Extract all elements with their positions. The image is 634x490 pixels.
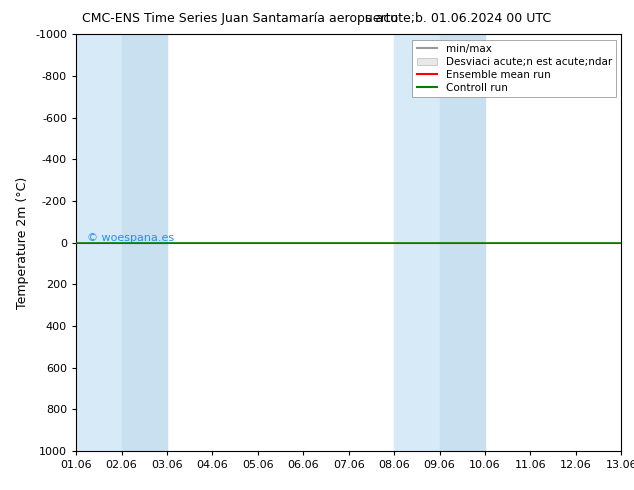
Bar xyxy=(76,34,122,451)
Legend: min/max, Desviaci acute;n est acute;ndar, Ensemble mean run, Controll run: min/max, Desviaci acute;n est acute;ndar… xyxy=(412,40,616,97)
Text: © woespana.es: © woespana.es xyxy=(87,233,174,244)
Bar xyxy=(439,34,485,451)
Bar xyxy=(394,34,439,451)
Bar xyxy=(122,34,167,451)
Text: s acute;b. 01.06.2024 00 UTC: s acute;b. 01.06.2024 00 UTC xyxy=(365,12,552,25)
Text: CMC-ENS Time Series Juan Santamaría aeropuerto: CMC-ENS Time Series Juan Santamaría aero… xyxy=(82,12,399,25)
Y-axis label: Temperature 2m (°C): Temperature 2m (°C) xyxy=(16,176,30,309)
